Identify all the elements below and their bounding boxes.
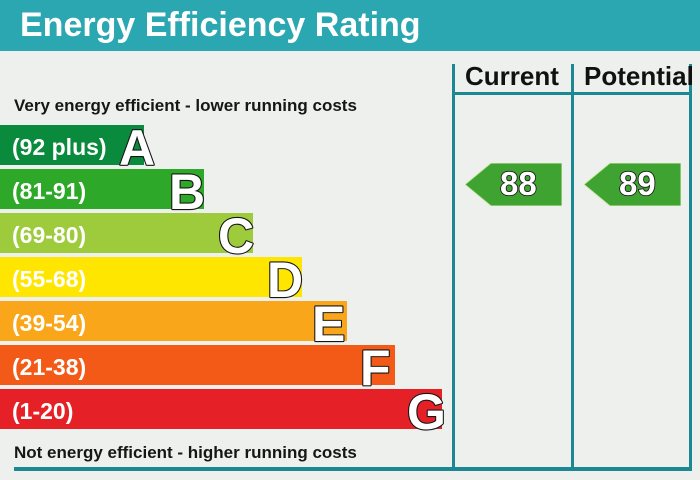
svg-text:B: B [169,165,205,220]
svg-text:C: C [218,209,254,264]
svg-text:E: E [312,297,345,352]
svg-text:G: G [407,385,446,440]
svg-text:89: 89 [619,165,656,202]
svg-text:F: F [360,341,391,396]
svg-text:A: A [119,121,155,176]
svg-text:D: D [267,253,303,308]
svg-text:88: 88 [500,165,537,202]
